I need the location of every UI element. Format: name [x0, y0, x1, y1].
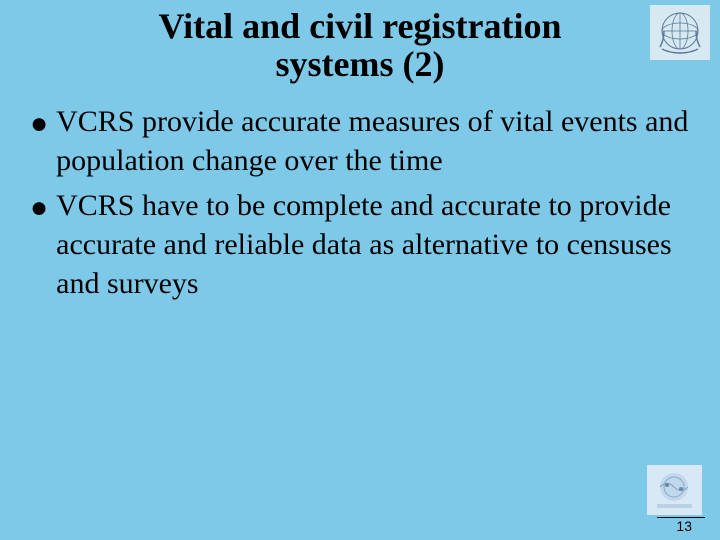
bullet-item: ● VCRS have to be complete and accurate … — [30, 186, 690, 303]
slide-content: ● VCRS provide accurate measures of vita… — [0, 84, 720, 303]
bullet-text: VCRS provide accurate measures of vital … — [56, 102, 690, 180]
footer-logo-icon — [647, 465, 702, 515]
un-logo-icon — [650, 5, 710, 60]
page-number: 13 — [676, 518, 692, 534]
title-line-2: systems (2) — [276, 44, 445, 84]
slide-title: Vital and civil registration systems (2) — [0, 0, 720, 84]
bullet-marker: ● — [30, 104, 48, 143]
bullet-text: VCRS have to be complete and accurate to… — [56, 186, 690, 303]
title-line-1: Vital and civil registration — [159, 6, 562, 46]
bullet-item: ● VCRS provide accurate measures of vita… — [30, 102, 690, 180]
bullet-marker: ● — [30, 188, 48, 227]
